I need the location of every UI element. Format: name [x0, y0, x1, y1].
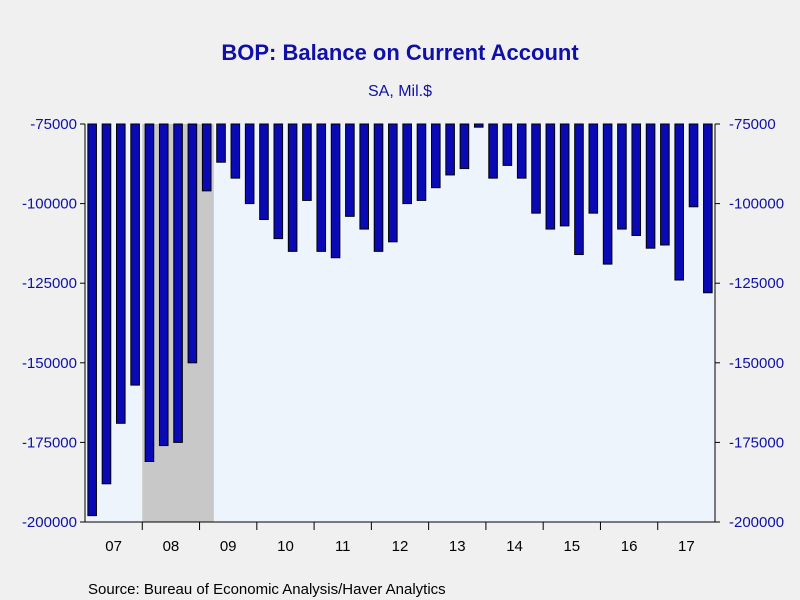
- bar-2017Q1: [660, 123, 670, 246]
- ytick-label-right: -100000: [729, 196, 784, 213]
- bar-2011Q4: [359, 123, 370, 230]
- bar-2017Q4: [703, 123, 713, 294]
- bar-2012Q4: [416, 123, 427, 201]
- bar-2014Q2: [502, 123, 513, 166]
- bar-2009Q4: [244, 123, 255, 205]
- bar-2011Q2: [330, 123, 341, 259]
- bar-2017Q3: [688, 123, 699, 208]
- xtick-label-16: 16: [621, 538, 638, 555]
- xtick-label-13: 13: [449, 538, 466, 555]
- bar-2016Q1: [602, 123, 613, 265]
- bar-2008Q3: [173, 123, 183, 443]
- bar-2013Q4: [473, 123, 484, 128]
- chart-source: Source: Bureau of Economic Analysis/Have…: [88, 581, 446, 598]
- chart-subtitle: SA, Mil.$: [368, 83, 432, 100]
- xtick-label-14: 14: [506, 538, 523, 555]
- ytick-label-right: -75000: [729, 116, 776, 133]
- bar-2011Q3: [345, 123, 355, 217]
- bar-2008Q4: [187, 123, 198, 364]
- bar-2014Q4: [531, 123, 541, 214]
- ytick-label-right: -175000: [729, 434, 784, 451]
- bar-2015Q2: [559, 123, 570, 227]
- ytick-label-right: -150000: [729, 355, 784, 372]
- bar-2015Q1: [545, 123, 556, 230]
- xtick-label-08: 08: [163, 538, 180, 555]
- ytick-label-left: -200000: [22, 514, 77, 531]
- bar-2012Q2: [388, 123, 398, 243]
- xtick-label-10: 10: [277, 538, 294, 555]
- bar-2010Q3: [287, 123, 298, 252]
- ytick-label-left: -175000: [22, 434, 77, 451]
- bar-2007Q1: [87, 123, 97, 517]
- bar-2012Q3: [402, 123, 412, 205]
- xtick-label-12: 12: [392, 538, 409, 555]
- bar-2012Q1: [373, 123, 384, 252]
- bar-2010Q2: [273, 123, 284, 240]
- bar-2015Q3: [574, 123, 584, 256]
- xtick-label-17: 17: [678, 538, 695, 555]
- bar-2007Q3: [116, 123, 126, 424]
- bar-2011Q1: [316, 123, 327, 252]
- bar-2007Q2: [101, 123, 112, 485]
- bar-2008Q2: [158, 123, 169, 447]
- bar-2009Q3: [230, 123, 241, 179]
- ytick-label-left: -150000: [22, 355, 77, 372]
- bar-2014Q1: [488, 123, 498, 179]
- bar-2013Q3: [459, 123, 470, 170]
- ytick-label-left: -75000: [30, 116, 77, 133]
- bar-2007Q4: [130, 123, 140, 386]
- xtick-label-11: 11: [335, 538, 351, 555]
- ytick-label-left: -100000: [22, 196, 77, 213]
- bar-2017Q2: [674, 123, 684, 281]
- xtick-label-07: 07: [105, 538, 122, 555]
- bar-2013Q1: [431, 123, 441, 189]
- ytick-label-right: -125000: [729, 275, 784, 292]
- bar-2010Q1: [259, 123, 269, 221]
- xtick-label-09: 09: [220, 538, 237, 555]
- bar-2013Q2: [445, 123, 455, 176]
- bar-2016Q4: [645, 123, 656, 249]
- xtick-label-15: 15: [563, 538, 580, 555]
- bar-2009Q2: [216, 123, 226, 163]
- bar-2014Q3: [516, 123, 527, 179]
- bar-2008Q1: [144, 123, 155, 462]
- ytick-label-left: -125000: [22, 275, 77, 292]
- bar-2016Q2: [617, 123, 627, 230]
- chart-title: BOP: Balance on Current Account: [221, 40, 579, 65]
- bar-2015Q4: [588, 123, 599, 214]
- bar-2009Q1: [201, 123, 212, 192]
- bar-2010Q4: [302, 123, 312, 201]
- bar-2016Q3: [631, 123, 642, 236]
- ytick-label-right: -200000: [729, 514, 784, 531]
